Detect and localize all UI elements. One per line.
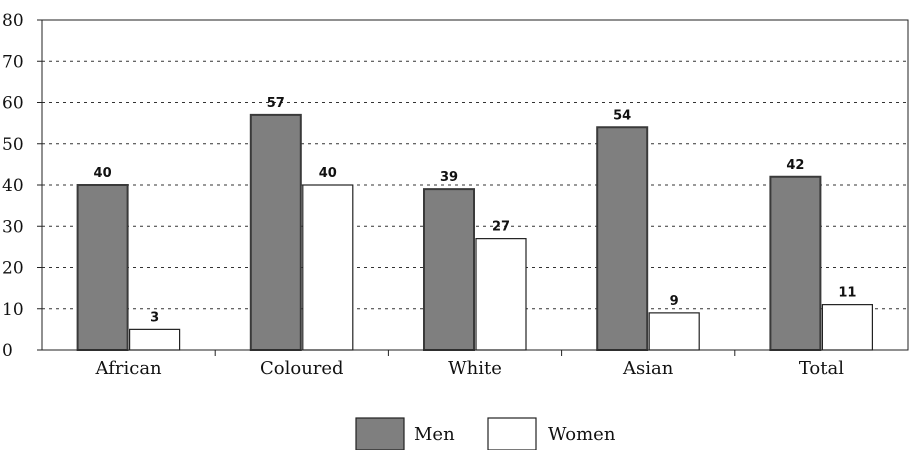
bar-women xyxy=(129,328,181,351)
x-tick-label: African xyxy=(95,358,163,379)
y-tick-label: 20 xyxy=(2,259,24,279)
data-label: 42 xyxy=(786,158,804,173)
y-tick-label: 10 xyxy=(2,300,24,320)
x-tick-label: White xyxy=(448,358,502,379)
data-label: 57 xyxy=(267,96,285,111)
data-label: 11 xyxy=(838,286,856,301)
legend: Men Women xyxy=(355,417,616,450)
data-label: 9 xyxy=(670,294,679,309)
y-tick-label: 30 xyxy=(2,217,24,237)
bar-women xyxy=(302,184,354,351)
data-label: 40 xyxy=(94,166,112,181)
y-tick-label: 70 xyxy=(2,52,24,72)
data-labels: 40 3 57 40 39 27 54 9 42 11 xyxy=(94,96,857,326)
bars xyxy=(76,113,874,351)
y-tick-label: 0 xyxy=(2,341,13,361)
y-tick-label: 60 xyxy=(2,94,24,114)
x-tick-label: Coloured xyxy=(260,358,344,379)
y-tick-label: 50 xyxy=(2,135,24,155)
data-label: 40 xyxy=(319,166,337,181)
legend-label-men: Men xyxy=(414,424,455,445)
y-tick-label: 80 xyxy=(2,11,24,31)
bar-men xyxy=(769,175,822,351)
data-label: 27 xyxy=(492,220,510,235)
bar-men xyxy=(76,184,129,351)
data-label: 39 xyxy=(440,170,458,185)
gridlines xyxy=(42,60,908,310)
legend-label-women: Women xyxy=(548,424,616,445)
x-tick-label: Total xyxy=(799,358,844,379)
bar-men xyxy=(596,126,649,351)
bar-men xyxy=(423,188,475,351)
axes: 0 10 20 30 40 50 60 70 80 African Coloured White Asi… xyxy=(2,11,909,379)
bar-women xyxy=(475,238,527,351)
legend-swatch-women xyxy=(487,417,537,450)
legend-swatch-men xyxy=(355,417,405,450)
bar-women xyxy=(821,304,874,351)
x-tick-label: Asian xyxy=(622,358,674,379)
y-tick-label: 40 xyxy=(2,176,24,196)
bar-men xyxy=(249,113,302,351)
data-label: 3 xyxy=(150,310,159,325)
data-label: 54 xyxy=(613,108,631,123)
bar-women xyxy=(648,312,700,351)
